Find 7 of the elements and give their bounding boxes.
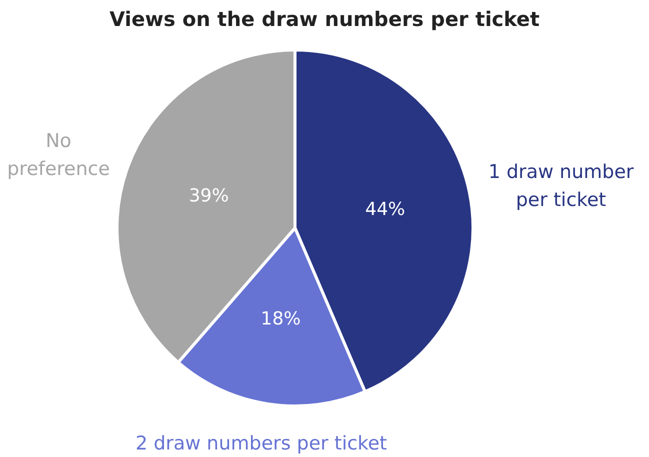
data-label: 18% [260,308,301,330]
slice-label: 2 draw numbers per ticket [135,432,388,454]
data-label: 39% [188,185,229,206]
chart-title: Views on the draw numbers per ticket [109,7,540,31]
data-label: 44% [365,199,406,220]
slice-label: 1 draw number per ticket [488,161,634,212]
slice-label: No preference [7,130,110,180]
